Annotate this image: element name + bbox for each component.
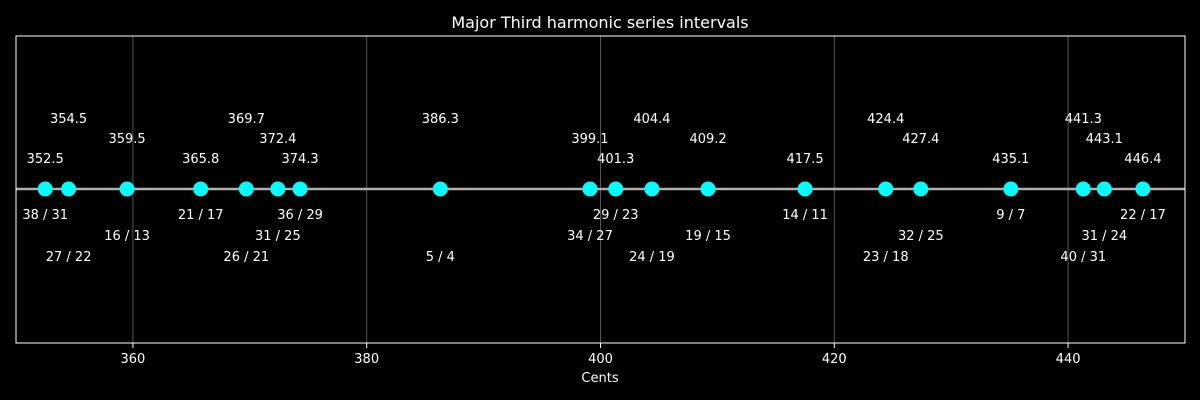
interval-point bbox=[432, 181, 448, 197]
ratio-label: 26 / 21 bbox=[223, 250, 269, 265]
ratio-label: 21 / 17 bbox=[178, 208, 224, 223]
interval-point bbox=[193, 181, 209, 197]
cents-label: 401.3 bbox=[597, 152, 634, 167]
x-tick-label: 440 bbox=[1056, 352, 1081, 367]
interval-point bbox=[119, 181, 135, 197]
ratio-label: 31 / 24 bbox=[1081, 229, 1127, 244]
ratio-label: 32 / 25 bbox=[898, 229, 944, 244]
cents-label: 386.3 bbox=[422, 112, 459, 127]
interval-point bbox=[61, 181, 77, 197]
ratio-label: 38 / 31 bbox=[22, 208, 68, 223]
ratio-label: 31 / 25 bbox=[255, 229, 301, 244]
interval-point bbox=[1135, 181, 1151, 197]
ratio-label: 40 / 31 bbox=[1060, 250, 1106, 265]
x-tick-label: 380 bbox=[354, 352, 379, 367]
cents-label: 352.5 bbox=[27, 152, 64, 167]
cents-label: 354.5 bbox=[50, 112, 87, 127]
ratio-label: 5 / 4 bbox=[426, 250, 455, 265]
interval-point bbox=[913, 181, 929, 197]
x-axis-ticks: 360 380 400 420 440 bbox=[120, 343, 1081, 367]
interval-labels: 352.5 38 / 31 354.5 27 / 22 359.5 16 / 13 365.… bbox=[22, 112, 1165, 265]
ratio-label: 9 / 7 bbox=[996, 208, 1025, 223]
cents-label: 372.4 bbox=[259, 132, 296, 147]
cents-label: 374.3 bbox=[281, 152, 318, 167]
chart-title: Major Third harmonic series intervals bbox=[451, 13, 748, 32]
interval-point bbox=[1075, 181, 1091, 197]
ratio-label: 14 / 11 bbox=[782, 208, 828, 223]
interval-point bbox=[1003, 181, 1019, 197]
ratio-label: 36 / 29 bbox=[277, 208, 323, 223]
cents-label: 369.7 bbox=[228, 112, 265, 127]
interval-point bbox=[292, 181, 308, 197]
interval-point bbox=[608, 181, 624, 197]
x-tick-label: 360 bbox=[120, 352, 145, 367]
cents-label: 427.4 bbox=[902, 132, 939, 147]
cents-label: 359.5 bbox=[108, 132, 145, 147]
cents-label: 417.5 bbox=[786, 152, 823, 167]
cents-label: 441.3 bbox=[1065, 112, 1102, 127]
cents-label: 409.2 bbox=[689, 132, 726, 147]
cents-label: 446.4 bbox=[1124, 152, 1161, 167]
cents-label: 435.1 bbox=[992, 152, 1029, 167]
ratio-label: 23 / 18 bbox=[863, 250, 909, 265]
interval-points bbox=[37, 181, 1151, 197]
x-tick-label: 400 bbox=[588, 352, 613, 367]
x-axis-label: Cents bbox=[581, 371, 618, 386]
interval-point bbox=[1096, 181, 1112, 197]
x-tick-label: 420 bbox=[822, 352, 847, 367]
ratio-label: 16 / 13 bbox=[104, 229, 150, 244]
ratio-label: 29 / 23 bbox=[593, 208, 639, 223]
ratio-label: 24 / 19 bbox=[629, 250, 675, 265]
cents-label: 443.1 bbox=[1086, 132, 1123, 147]
interval-point bbox=[37, 181, 53, 197]
interval-point bbox=[582, 181, 598, 197]
interval-point bbox=[878, 181, 894, 197]
interval-point bbox=[700, 181, 716, 197]
interval-point bbox=[270, 181, 286, 197]
cents-label: 399.1 bbox=[571, 132, 608, 147]
interval-point bbox=[238, 181, 254, 197]
cents-label: 424.4 bbox=[867, 112, 904, 127]
ratio-label: 34 / 27 bbox=[567, 229, 613, 244]
cents-label: 365.8 bbox=[182, 152, 219, 167]
cents-label: 404.4 bbox=[633, 112, 670, 127]
ratio-label: 19 / 15 bbox=[685, 229, 731, 244]
interval-point bbox=[797, 181, 813, 197]
ratio-label: 22 / 17 bbox=[1120, 208, 1166, 223]
ratio-label: 27 / 22 bbox=[46, 250, 92, 265]
interval-point bbox=[644, 181, 660, 197]
